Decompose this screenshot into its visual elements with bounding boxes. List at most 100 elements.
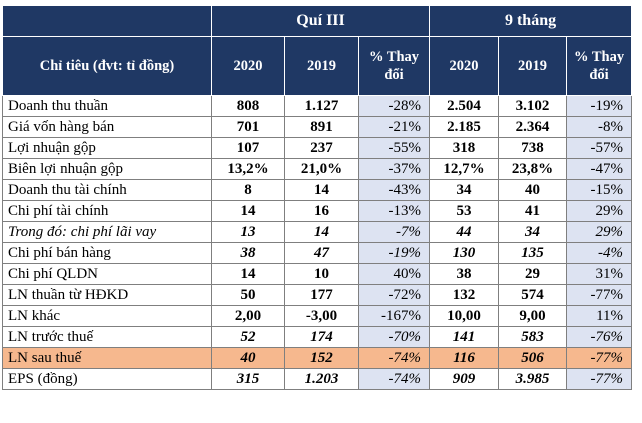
cell-q3-2020: 38 xyxy=(211,242,285,264)
cell-m9-2019: 135 xyxy=(498,242,568,264)
header-q3: Quí III xyxy=(210,5,431,37)
cell-q3-2019: 174 xyxy=(284,326,359,348)
table-row: Lợi nhuận gộp 107 237 -55% 318 738 -57% xyxy=(2,137,633,159)
cell-m9-2020: 53 xyxy=(429,200,500,222)
cell-m9-pct: -47% xyxy=(566,158,633,180)
cell-q3-pct: -28% xyxy=(357,95,431,117)
table-row: Trong đó: chi phí lãi vay 13 14 -7% 44 34 29% xyxy=(2,221,633,243)
row-label: Giá vốn hàng bán xyxy=(2,116,212,138)
cell-q3-2020: 8 xyxy=(211,179,285,201)
cell-m9-2020: 909 xyxy=(429,368,500,390)
cell-q3-pct: -13% xyxy=(357,200,431,222)
cell-q3-2020: 107 xyxy=(211,137,285,159)
header-q3-2020: 2020 xyxy=(211,36,285,96)
cell-q3-2020: 13,2% xyxy=(211,158,285,180)
cell-m9-2020: 141 xyxy=(429,326,500,348)
cell-q3-2020: 50 xyxy=(211,284,285,306)
row-label: Chi phí tài chính xyxy=(2,200,212,222)
row-label: LN thuần từ HĐKD xyxy=(2,284,212,306)
table-row: Doanh thu tài chính 8 14 -43% 34 40 -15% xyxy=(2,179,633,201)
row-label: Doanh thu tài chính xyxy=(2,179,212,201)
cell-q3-pct: -37% xyxy=(357,158,431,180)
header-q3-2019: 2019 xyxy=(284,36,359,96)
cell-m9-2020: 12,7% xyxy=(429,158,500,180)
cell-m9-pct: -77% xyxy=(566,347,633,369)
cell-m9-2019: 34 xyxy=(498,221,568,243)
cell-q3-2020: 52 xyxy=(211,326,285,348)
cell-m9-2019: 40 xyxy=(498,179,568,201)
cell-q3-2020: 808 xyxy=(211,95,285,117)
table-row: Chi phí QLDN 14 10 40% 38 29 31% xyxy=(2,263,633,285)
header-row-periods: Quí III 9 tháng xyxy=(2,5,633,37)
cell-m9-2020: 116 xyxy=(429,347,500,369)
table-row: Chi phí tài chính 14 16 -13% 53 41 29% xyxy=(2,200,633,222)
cell-m9-pct: -77% xyxy=(566,284,633,306)
row-label: Doanh thu thuần xyxy=(2,95,212,117)
cell-m9-pct: 11% xyxy=(566,305,633,327)
cell-m9-2019: 506 xyxy=(498,347,568,369)
cell-q3-2020: 13 xyxy=(211,221,285,243)
cell-q3-2019: 1.203 xyxy=(284,368,359,390)
cell-q3-pct: -74% xyxy=(357,368,431,390)
cell-q3-pct: -7% xyxy=(357,221,431,243)
cell-q3-2019: 14 xyxy=(284,221,359,243)
header-row-columns: Chỉ tiêu (đvt: tỉ đồng) 2020 2019 % Thay… xyxy=(2,36,633,96)
cell-m9-pct: -4% xyxy=(566,242,633,264)
row-label: Chi phí QLDN xyxy=(2,263,212,285)
table-row: Doanh thu thuần 808 1.127 -28% 2.504 3.102 -19… xyxy=(2,95,633,117)
row-label: Chi phí bán hàng xyxy=(2,242,212,264)
cell-q3-2019: 1.127 xyxy=(284,95,359,117)
cell-q3-2020: 40 xyxy=(211,347,285,369)
cell-q3-pct: -74% xyxy=(357,347,431,369)
cell-q3-pct: -21% xyxy=(357,116,431,138)
cell-m9-2019: 23,8% xyxy=(498,158,568,180)
cell-m9-2019: 3.102 xyxy=(498,95,568,117)
cell-q3-2019: 177 xyxy=(284,284,359,306)
cell-m9-2020: 38 xyxy=(429,263,500,285)
cell-m9-2019: 41 xyxy=(498,200,568,222)
header-q3-pct-change: % Thay đổi xyxy=(357,36,431,96)
cell-m9-2019: 29 xyxy=(498,263,568,285)
row-label: EPS (đồng) xyxy=(2,368,212,390)
cell-m9-2019: 9,00 xyxy=(498,305,568,327)
cell-m9-2019: 3.985 xyxy=(498,368,568,390)
table-row: EPS (đồng) 315 1.203 -74% 909 3.985 -77% xyxy=(2,368,633,390)
cell-q3-2019: 152 xyxy=(284,347,359,369)
table-row: Giá vốn hàng bán 701 891 -21% 2.185 2.364 -8% xyxy=(2,116,633,138)
row-label: LN khác xyxy=(2,305,212,327)
cell-m9-2019: 574 xyxy=(498,284,568,306)
cell-q3-pct: -167% xyxy=(357,305,431,327)
row-label: LN sau thuế xyxy=(2,347,212,369)
cell-m9-2020: 2.185 xyxy=(429,116,500,138)
cell-q3-2019: 47 xyxy=(284,242,359,264)
cell-q3-pct: -43% xyxy=(357,179,431,201)
table-row: Biên lợi nhuận gộp 13,2% 21,0% -37% 12,7% 23,… xyxy=(2,158,633,180)
cell-q3-2019: -3,00 xyxy=(284,305,359,327)
cell-m9-pct: 29% xyxy=(566,200,633,222)
table-row: Chi phí bán hàng 38 47 -19% 130 135 -4% xyxy=(2,242,633,264)
cell-m9-2019: 583 xyxy=(498,326,568,348)
cell-m9-pct: -76% xyxy=(566,326,633,348)
cell-m9-2019: 738 xyxy=(498,137,568,159)
cell-q3-2019: 21,0% xyxy=(284,158,359,180)
header-indicator: Chỉ tiêu (đvt: tỉ đồng) xyxy=(2,36,212,96)
cell-q3-2020: 315 xyxy=(211,368,285,390)
cell-m9-2020: 2.504 xyxy=(429,95,500,117)
row-label: Trong đó: chi phí lãi vay xyxy=(2,221,212,243)
financial-results-table: Quí III 9 tháng Chỉ tiêu (đvt: tỉ đồng) … xyxy=(2,5,633,390)
header-blank-cell xyxy=(2,5,212,37)
cell-m9-2020: 44 xyxy=(429,221,500,243)
cell-q3-pct: 40% xyxy=(357,263,431,285)
cell-q3-2019: 891 xyxy=(284,116,359,138)
cell-m9-pct: 31% xyxy=(566,263,633,285)
cell-q3-2019: 237 xyxy=(284,137,359,159)
cell-q3-pct: -55% xyxy=(357,137,431,159)
cell-q3-pct: -72% xyxy=(357,284,431,306)
header-nine-months: 9 tháng xyxy=(429,5,633,37)
cell-m9-pct: 29% xyxy=(566,221,633,243)
cell-m9-pct: -57% xyxy=(566,137,633,159)
cell-m9-2019: 2.364 xyxy=(498,116,568,138)
cell-m9-2020: 10,00 xyxy=(429,305,500,327)
cell-m9-pct: -19% xyxy=(566,95,633,117)
cell-m9-2020: 34 xyxy=(429,179,500,201)
